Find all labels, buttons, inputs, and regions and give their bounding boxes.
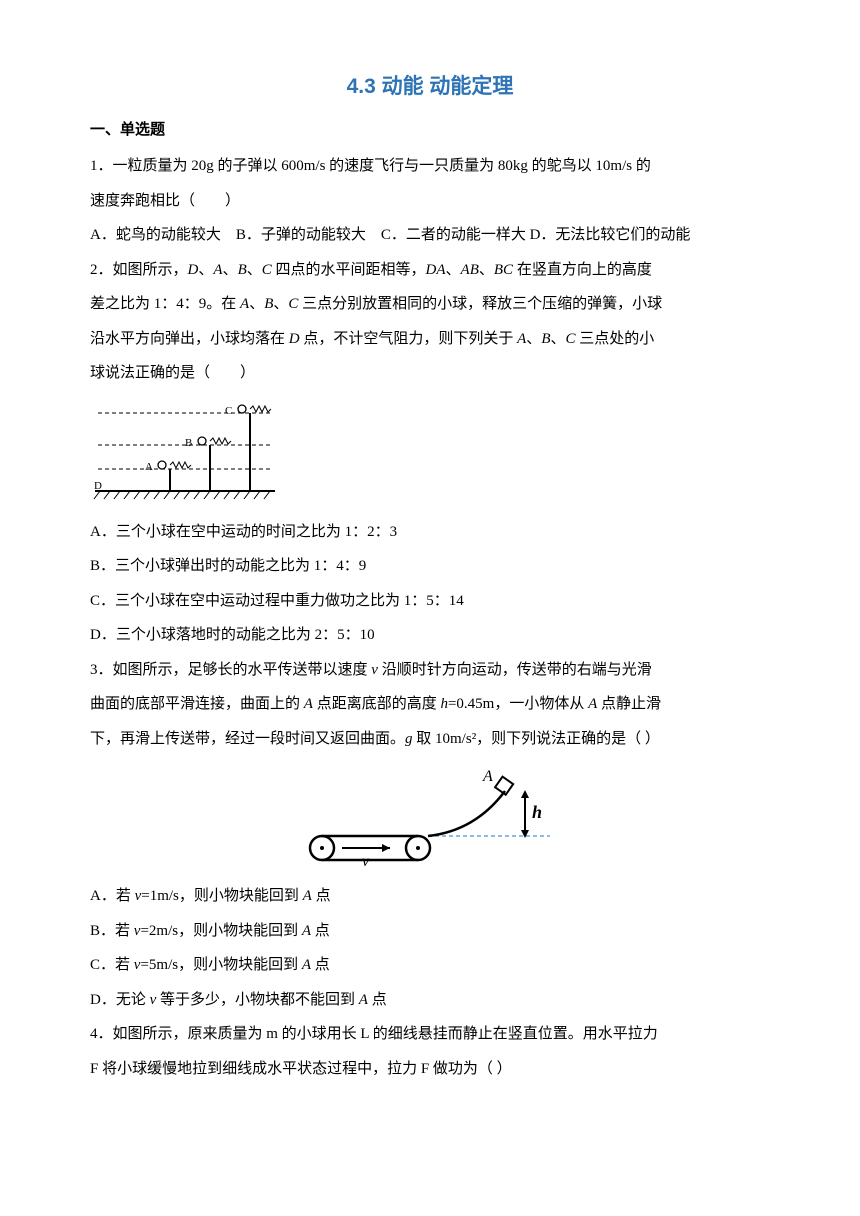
q2-optC: C．三个小球在空中运动过程中重力做功之比为 1：5：14	[90, 584, 770, 619]
q2-diagram: A B C D	[90, 399, 770, 509]
q3-label-h: h	[532, 802, 542, 822]
q4-line2: F 将小球缓慢地拉到细线成水平状态过程中，拉力 F 做功为（ ）	[90, 1052, 770, 1087]
section-heading: 一、单选题	[90, 118, 770, 139]
page-title: 4.3 动能 动能定理	[90, 70, 770, 100]
q2-optB: B．三个小球弹出时的动能之比为 1：4：9	[90, 549, 770, 584]
question-1: 1．一粒质量为 20g 的子弹以 600m/s 的速度飞行与一只质量为 80kg…	[90, 149, 770, 253]
q3-optB: B．若 v=2m/s，则小物块能回到 A 点	[90, 914, 770, 949]
q3-optD: D．无论 v 等于多少，小物块都不能回到 A 点	[90, 983, 770, 1018]
q3-line3: 下，再滑上传送带，经过一段时间又返回曲面。g 取 10m/s²，则下列说法正确的…	[90, 722, 770, 757]
q2-line2: 差之比为 1：4：9。在 A、B、C 三点分别放置相同的小球，释放三个压缩的弹簧…	[90, 287, 770, 322]
q2-line4: 球说法正确的是（ ）	[90, 356, 770, 391]
q3-diagram: v A h	[90, 766, 770, 871]
q3-label-v: v	[362, 853, 370, 870]
q2-label-B: B	[185, 437, 192, 449]
q1-stem-2: 速度奔跑相比（ ）	[90, 184, 770, 219]
q3-line2: 曲面的底部平滑连接，曲面上的 A 点距离底部的高度 h=0.45m，一小物体从 …	[90, 687, 770, 722]
q2-optD: D．三个小球落地时的动能之比为 2：5：10	[90, 618, 770, 653]
question-2: 2．如图所示，D、A、B、C 四点的水平间距相等，DA、AB、BC 在竖直方向上…	[90, 253, 770, 391]
q1-options: A．蛇鸟的动能较大 B．子弹的动能较大 C．二者的动能一样大 D．无法比较它们的…	[90, 218, 770, 253]
q3-label-A: A	[482, 768, 493, 785]
q1-stem-1: 1．一粒质量为 20g 的子弹以 600m/s 的速度飞行与一只质量为 80kg…	[90, 149, 770, 184]
q2-label-D: D	[94, 480, 102, 492]
q2-label-A: A	[145, 461, 153, 473]
question-3: 3．如图所示，足够长的水平传送带以速度 v 沿顺时针方向运动，传送带的右端与光滑…	[90, 653, 770, 757]
q2-line3: 沿水平方向弹出，小球均落在 D 点，不计空气阻力，则下列关于 A、B、C 三点处…	[90, 322, 770, 357]
q3-optA: A．若 v=1m/s，则小物块能回到 A 点	[90, 879, 770, 914]
q2-line1: 2．如图所示，D、A、B、C 四点的水平间距相等，DA、AB、BC 在竖直方向上…	[90, 253, 770, 288]
q3-optC: C．若 v=5m/s，则小物块能回到 A 点	[90, 948, 770, 983]
q2-optA: A．三个小球在空中运动的时间之比为 1：2：3	[90, 515, 770, 550]
question-4: 4．如图所示，原来质量为 m 的小球用长 L 的细线悬挂而静止在竖直位置。用水平…	[90, 1017, 770, 1086]
q4-line1: 4．如图所示，原来质量为 m 的小球用长 L 的细线悬挂而静止在竖直位置。用水平…	[90, 1017, 770, 1052]
q3-line1: 3．如图所示，足够长的水平传送带以速度 v 沿顺时针方向运动，传送带的右端与光滑	[90, 653, 770, 688]
q2-label-C: C	[225, 405, 232, 417]
